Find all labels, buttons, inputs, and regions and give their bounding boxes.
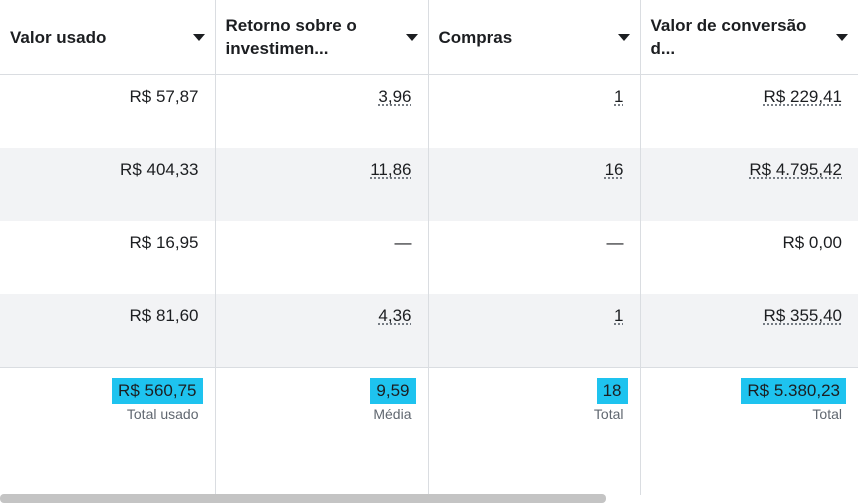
cell-conversao-link[interactable]: R$ 355,40 (763, 306, 842, 325)
cell-valor-usado: R$ 404,33 (120, 160, 199, 179)
column-header-label: Valor de conversão d... (650, 16, 807, 58)
cell-conversao-link[interactable]: R$ 4.795,42 (749, 160, 842, 179)
column-header-compras[interactable]: Compras (428, 0, 641, 75)
column-header-retorno[interactable]: Retorno sobre o investimen... (215, 0, 429, 75)
cell-compras-link[interactable]: 1 (614, 306, 624, 325)
total-roas: 9,59 (370, 378, 416, 404)
total-conversao: R$ 5.380,23 (741, 378, 846, 404)
cell-valor-usado: R$ 16,95 (129, 233, 199, 252)
horizontal-scrollbar[interactable] (0, 494, 606, 503)
total-label: Média (373, 406, 412, 422)
cell-roas-link[interactable]: 11,86 (370, 160, 412, 179)
total-label: Total usado (126, 406, 199, 422)
column-header-valor-usado[interactable]: Valor usado (0, 0, 216, 75)
table-row: R$ 404,33 11,86 16 R$ 4.795,42 (0, 148, 858, 221)
cell-valor-usado: R$ 81,60 (129, 306, 199, 325)
total-label: Total (812, 406, 842, 422)
cell-roas: — (394, 233, 412, 252)
sort-caret-down-icon[interactable] (617, 33, 630, 41)
column-header-valor-conversao[interactable]: Valor de conversão d... (640, 0, 858, 75)
total-valor-usado: R$ 560,75 (112, 378, 203, 404)
cell-valor-usado: R$ 57,87 (129, 87, 199, 106)
table-row: R$ 57,87 3,96 1 R$ 229,41 (0, 74, 858, 148)
totals-row: R$ 560,75 Total usado 9,59 Média 18 Tota… (0, 367, 858, 495)
sort-caret-down-icon[interactable] (836, 33, 848, 41)
table-row: R$ 81,60 4,36 1 R$ 355,40 (0, 294, 858, 368)
sort-caret-down-icon[interactable] (405, 33, 418, 41)
sort-caret-down-icon[interactable] (192, 33, 205, 41)
table-row: R$ 16,95 — — R$ 0,00 (0, 221, 858, 294)
cell-conversao-link[interactable]: R$ 229,41 (763, 87, 842, 106)
column-header-label: Retorno sobre o investimen... (225, 16, 357, 58)
cell-roas-link[interactable]: 3,96 (378, 87, 412, 106)
total-compras: 18 (596, 378, 628, 404)
cell-compras-link[interactable]: 16 (604, 160, 624, 179)
column-header-label: Compras (438, 27, 513, 47)
column-header-label: Valor usado (10, 27, 107, 47)
total-label: Total (593, 406, 624, 422)
cell-conversao: R$ 0,00 (782, 233, 842, 252)
cell-roas-link[interactable]: 4,36 (378, 306, 412, 325)
cell-compras-link[interactable]: 1 (614, 87, 624, 106)
cell-compras: — (606, 233, 624, 252)
